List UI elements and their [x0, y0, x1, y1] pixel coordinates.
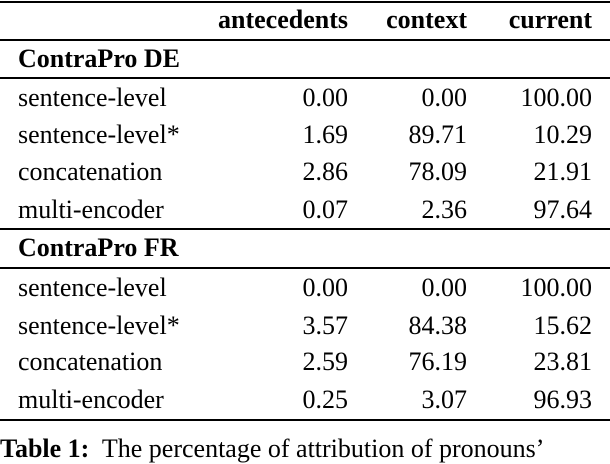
cell: 76.19 [408, 347, 468, 376]
section-title: ContraPro DE [18, 44, 181, 73]
row-label: sentence-level* [18, 120, 180, 149]
rule [0, 39, 610, 41]
cell: 1.69 [302, 120, 349, 149]
cell: 2.36 [421, 195, 468, 224]
cell: 3.57 [302, 311, 349, 340]
cell: 2.59 [302, 347, 349, 376]
rule [0, 267, 610, 269]
row-label: sentence-level [18, 273, 167, 302]
row-label: multi-encoder [18, 385, 164, 414]
cell: 78.09 [408, 157, 468, 186]
cell: 100.00 [520, 273, 593, 302]
cell: 0.00 [302, 83, 349, 112]
rule [0, 1, 610, 3]
cell: 23.81 [533, 347, 593, 376]
caption-label: Table 1: [0, 434, 90, 463]
cell: 96.93 [533, 385, 593, 414]
row-label: sentence-level [18, 83, 167, 112]
column-header: context [386, 5, 467, 34]
column-header: antecedents [218, 5, 348, 34]
cell: 3.07 [421, 385, 468, 414]
caption-text: The percentage of attribution of pronoun… [101, 434, 545, 463]
section-title: ContraPro FR [18, 233, 179, 262]
caption: Table 1: The percentage of attribution o… [0, 434, 544, 464]
cell: 100.00 [520, 83, 593, 112]
cell: 0.00 [421, 83, 468, 112]
cell: 0.25 [302, 385, 349, 414]
rule [0, 228, 610, 230]
cell: 21.91 [533, 157, 593, 186]
cell: 89.71 [408, 120, 468, 149]
cell: 84.38 [408, 311, 468, 340]
rule [0, 77, 610, 79]
column-header: current [508, 5, 592, 34]
row-label: sentence-level* [18, 311, 180, 340]
cell: 0.00 [302, 273, 349, 302]
cell: 2.86 [302, 157, 349, 186]
cell: 97.64 [533, 195, 593, 224]
cell: 0.00 [421, 273, 468, 302]
cell: 15.62 [533, 311, 593, 340]
rule [0, 419, 610, 421]
cell: 10.29 [533, 120, 593, 149]
cell: 0.07 [302, 195, 349, 224]
row-label: concatenation [18, 347, 163, 376]
row-label: concatenation [18, 157, 163, 186]
row-label: multi-encoder [18, 195, 164, 224]
